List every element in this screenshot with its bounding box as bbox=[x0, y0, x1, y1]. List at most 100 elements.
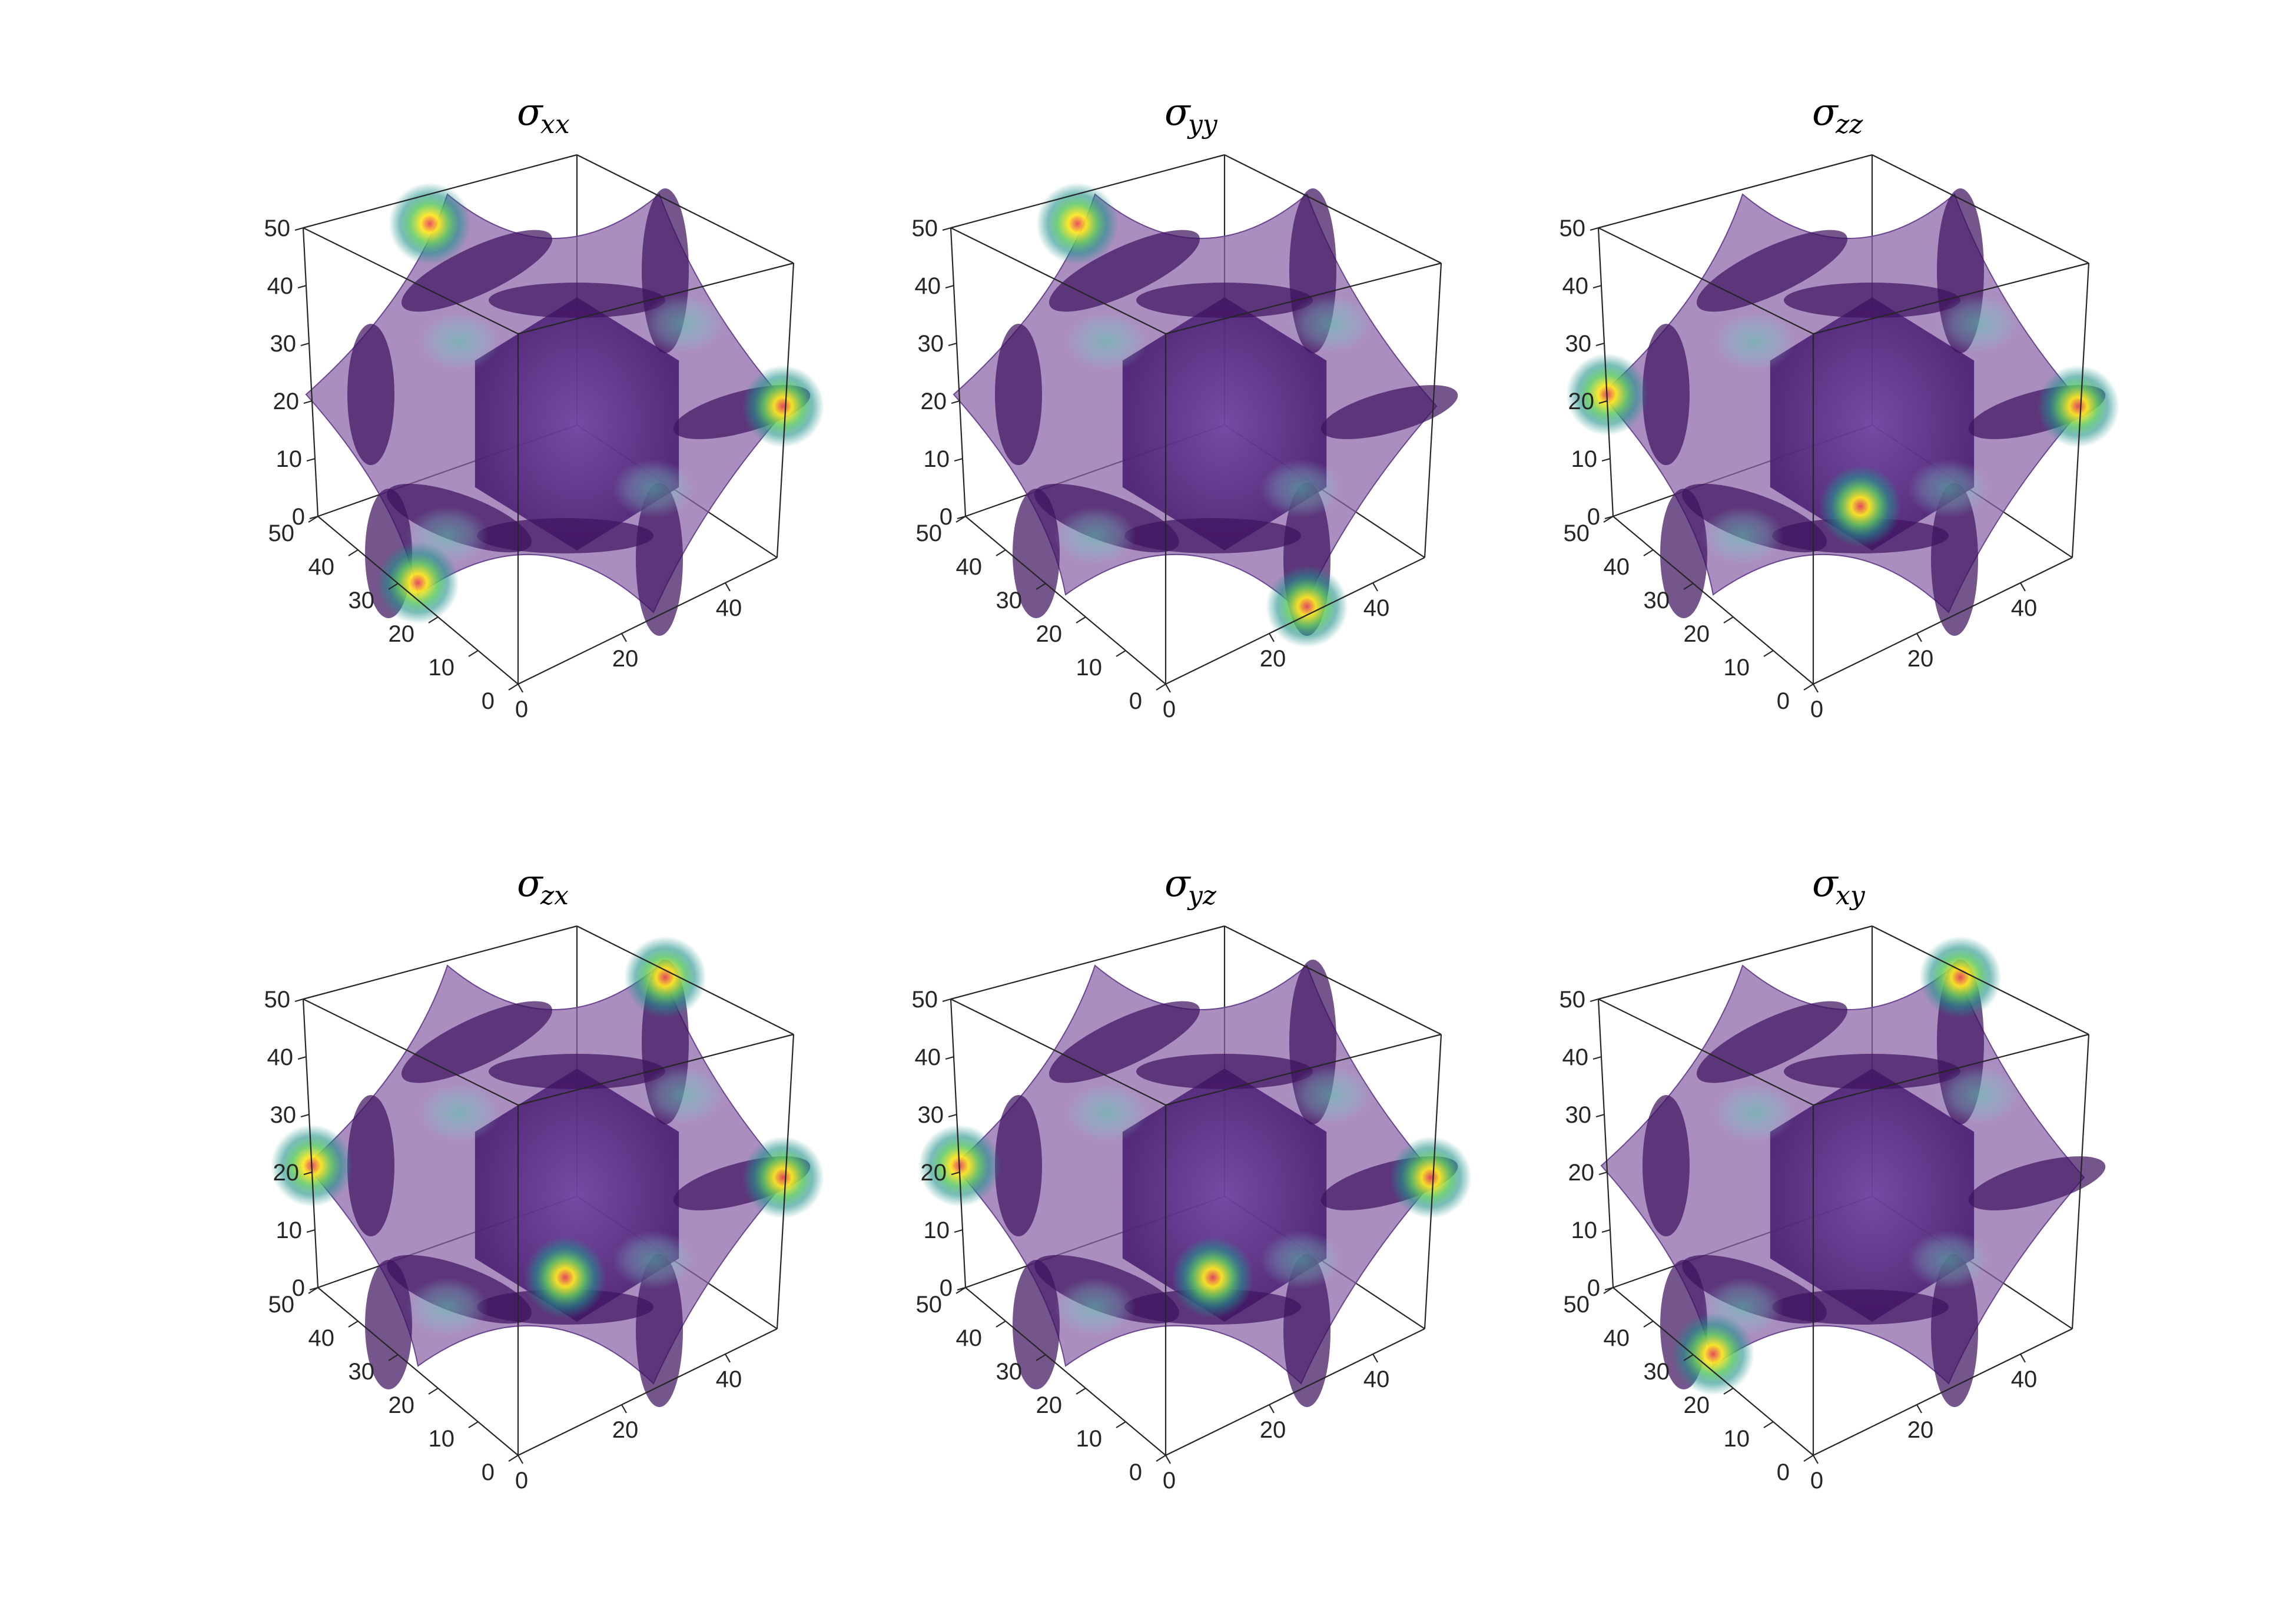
z-tick-label: 40 bbox=[1562, 273, 1589, 299]
stress-glow bbox=[1701, 506, 1784, 565]
stress-hotspot bbox=[742, 365, 824, 447]
stress-hotspot bbox=[1819, 465, 1902, 548]
box-front-edges bbox=[302, 154, 795, 685]
title-subscript: xy bbox=[1836, 881, 1866, 911]
isosurface bbox=[1566, 188, 2119, 636]
z-tick-label: 50 bbox=[912, 987, 938, 1013]
x-tick-label: 20 bbox=[389, 621, 415, 647]
x-tick bbox=[996, 1321, 1006, 1328]
z-tick-label: 20 bbox=[1568, 389, 1595, 414]
z-tick bbox=[294, 998, 304, 1003]
x-tick bbox=[1036, 1354, 1046, 1361]
z-tick-label: 10 bbox=[276, 1217, 303, 1243]
box-front-edges bbox=[950, 154, 1442, 685]
z-tick bbox=[1595, 1113, 1605, 1118]
z-axis: 0 10 20 30 40 50 bbox=[264, 215, 318, 530]
stress-glow bbox=[1260, 1230, 1342, 1289]
z-tick-label: 0 bbox=[940, 1275, 953, 1301]
box-edge bbox=[950, 227, 1166, 334]
z-tick bbox=[300, 342, 310, 347]
stress-glow bbox=[1713, 312, 1796, 371]
surface-opening bbox=[1643, 1095, 1690, 1236]
y-tick bbox=[1372, 1353, 1378, 1363]
x-axis: 0 10 20 30 40 50 bbox=[916, 516, 1166, 714]
y-tick-label: 0 bbox=[1163, 696, 1176, 722]
z-tick-label: 0 bbox=[1587, 1275, 1600, 1301]
box-edge bbox=[1224, 154, 1442, 264]
z-tick bbox=[1592, 284, 1602, 289]
z-tick-label: 40 bbox=[915, 273, 941, 299]
isosurface bbox=[953, 183, 1458, 648]
box-edge bbox=[1813, 1328, 2073, 1456]
z-tick-label: 30 bbox=[918, 331, 944, 357]
y-tick-label: 20 bbox=[1907, 646, 1934, 672]
box-front-edges bbox=[302, 925, 795, 1456]
y-tick-label: 40 bbox=[1363, 595, 1390, 621]
x-tick-label: 50 bbox=[1564, 520, 1590, 546]
panel-title: σyy bbox=[1164, 91, 1218, 140]
stress-glow bbox=[1713, 1083, 1796, 1142]
x-tick bbox=[508, 1455, 519, 1462]
y-tick bbox=[1372, 582, 1378, 592]
stress-glow bbox=[1907, 1230, 1990, 1289]
x-axis: 0 10 20 30 40 50 bbox=[1564, 1287, 1814, 1485]
stress-hotspot bbox=[1036, 183, 1119, 265]
stress-hotspot bbox=[742, 1136, 824, 1219]
surface-opening bbox=[489, 283, 665, 318]
x-tick-label: 10 bbox=[429, 1426, 455, 1452]
surface-opening bbox=[1784, 1054, 1960, 1089]
z-tick bbox=[306, 457, 316, 462]
box-edge bbox=[950, 998, 967, 1288]
surface-opening bbox=[401, 230, 553, 312]
surface-opening bbox=[636, 1254, 683, 1407]
z-tick bbox=[1598, 1171, 1608, 1176]
box-edge bbox=[965, 516, 1166, 685]
z-tick-label: 10 bbox=[276, 446, 303, 472]
z-tick-label: 40 bbox=[267, 1044, 294, 1070]
y-tick bbox=[517, 684, 523, 693]
z-tick-label: 30 bbox=[1565, 331, 1592, 357]
title-symbol: σ bbox=[1164, 91, 1192, 134]
z-tick bbox=[945, 1056, 954, 1060]
y-tick-label: 20 bbox=[1907, 1417, 1934, 1443]
x-axis: 0 10 20 30 40 50 bbox=[268, 1287, 519, 1485]
stress-glow bbox=[418, 312, 500, 371]
stress-glow bbox=[406, 1278, 489, 1336]
surface-opening bbox=[1696, 230, 1848, 312]
x-tick bbox=[1683, 1354, 1694, 1361]
z-tick-label: 0 bbox=[1587, 504, 1600, 530]
y-tick-label: 20 bbox=[612, 1417, 639, 1443]
z-tick bbox=[951, 400, 960, 404]
title-symbol: σ bbox=[1812, 91, 1839, 134]
stress-hotspot bbox=[1172, 1236, 1254, 1319]
box-edge bbox=[1612, 1287, 1814, 1456]
z-tick-label: 40 bbox=[267, 273, 294, 299]
box-edge bbox=[317, 516, 519, 685]
isosurface bbox=[271, 936, 824, 1407]
stress-glow bbox=[418, 1083, 500, 1142]
stress-hotspot bbox=[624, 936, 706, 1018]
z-tick-label: 10 bbox=[1571, 446, 1598, 472]
z-tick bbox=[951, 1171, 960, 1176]
box-edge bbox=[1165, 1033, 1442, 1106]
x-tick-label: 30 bbox=[1644, 588, 1670, 613]
surface-opening bbox=[1931, 1254, 1978, 1407]
z-tick bbox=[294, 227, 304, 231]
box-edge bbox=[965, 1287, 1166, 1456]
x-tick bbox=[1116, 650, 1126, 657]
box-edge bbox=[1598, 998, 1814, 1106]
box-edge bbox=[576, 925, 794, 1035]
z-tick bbox=[945, 284, 954, 289]
z-tick bbox=[954, 457, 963, 462]
box-edge bbox=[2071, 263, 2090, 558]
x-tick bbox=[388, 1354, 399, 1361]
z-tick-label: 30 bbox=[270, 331, 297, 357]
stress-glow bbox=[1054, 506, 1136, 565]
z-tick-label: 20 bbox=[273, 389, 300, 414]
y-tick-label: 0 bbox=[1810, 1468, 1823, 1494]
surface-opening bbox=[636, 483, 683, 636]
x-tick-label: 10 bbox=[1724, 655, 1750, 681]
x-tick bbox=[388, 583, 399, 590]
